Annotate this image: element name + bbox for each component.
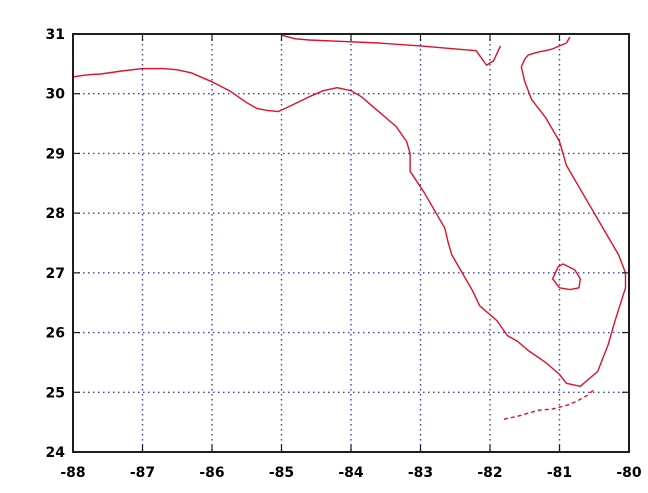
y-tick-label: 26 — [46, 326, 65, 342]
florida-mainland-line — [72, 36, 627, 387]
y-tick-label: 25 — [46, 385, 65, 401]
y-tick-label: 31 — [46, 27, 65, 43]
y-tick-label: 30 — [46, 87, 66, 103]
plot-area — [73, 34, 629, 452]
y-tick-label: 24 — [46, 445, 66, 461]
x-axis-ticks: -88 -87 -86 -85 -84 -83 -82 -81 -80 — [60, 34, 642, 481]
x-tick-label: -87 — [130, 465, 155, 481]
y-tick-label: 27 — [46, 266, 65, 282]
y-tick-label: 29 — [46, 146, 65, 162]
x-tick-label: -80 — [616, 465, 642, 481]
y-tick-label: 28 — [46, 206, 65, 222]
x-tick-label: -83 — [408, 465, 433, 481]
x-tick-label: -82 — [477, 465, 502, 481]
florida-keys-line — [503, 388, 595, 420]
lake-okeechobee-line — [551, 263, 581, 291]
coastline-layer — [72, 34, 627, 420]
x-tick-label: -84 — [338, 465, 364, 481]
x-tick-label: -86 — [199, 465, 224, 481]
x-tick-label: -85 — [269, 465, 294, 481]
x-tick-label: -81 — [547, 465, 572, 481]
x-tick-label: -88 — [60, 465, 85, 481]
florida-north-border-line — [281, 34, 502, 66]
y-axis-ticks: 24 25 26 27 28 29 30 31 — [46, 27, 629, 461]
